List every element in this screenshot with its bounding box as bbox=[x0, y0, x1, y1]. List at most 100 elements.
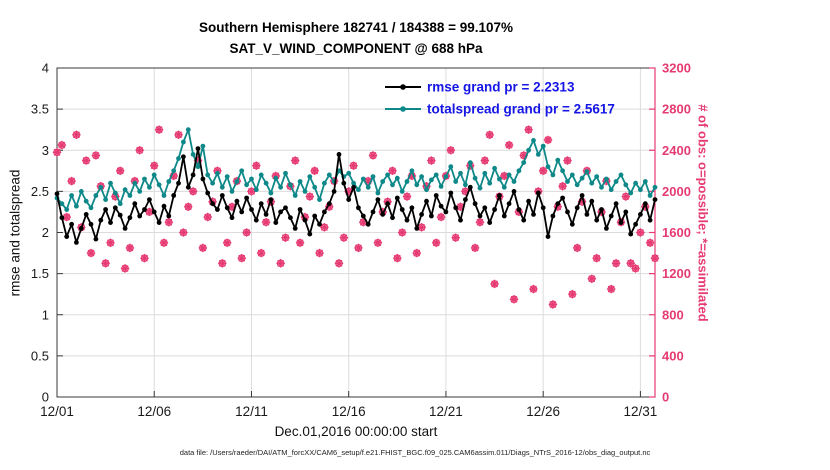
obs-assimilated-marker bbox=[621, 192, 631, 201]
totalspread-series-marker bbox=[365, 184, 371, 190]
totalspread-series-marker bbox=[555, 157, 561, 163]
x-axis-tick-label: 12/16 bbox=[332, 404, 366, 419]
obs-assimilated-marker bbox=[563, 156, 572, 165]
obs-assimilated-marker bbox=[159, 238, 169, 248]
rmse-series-marker bbox=[98, 217, 104, 223]
obs-assimilated-marker bbox=[577, 197, 587, 206]
rmse-series-marker bbox=[210, 201, 216, 207]
obs-assimilated-marker bbox=[237, 253, 247, 263]
obs-assimilated-marker bbox=[358, 217, 368, 227]
rmse-series-marker bbox=[638, 212, 643, 217]
obs-assimilated-marker bbox=[519, 151, 529, 160]
totalspread-series-marker bbox=[147, 184, 152, 190]
obs-assimilated-marker bbox=[422, 181, 431, 191]
x-axis-tick-label: 12/01 bbox=[40, 404, 74, 419]
obs-assimilated-marker bbox=[183, 202, 193, 212]
rmse-series-marker bbox=[652, 197, 658, 203]
left-axis-tick-label: 1 bbox=[42, 307, 49, 322]
totalspread-series-marker bbox=[433, 172, 439, 178]
totalspread-series-marker bbox=[103, 197, 108, 203]
totalspread-series-marker bbox=[501, 184, 507, 190]
right-axis-tick-label: 1600 bbox=[662, 225, 691, 240]
totalspread-series-marker bbox=[234, 179, 240, 184]
obs-assimilated-marker bbox=[349, 161, 358, 170]
obs-assimilated-marker bbox=[456, 202, 465, 212]
rmse-series-marker bbox=[390, 215, 395, 221]
right-axis-tick-label: 400 bbox=[662, 348, 684, 363]
rmse-series-marker bbox=[88, 221, 94, 227]
obs-assimilated-marker bbox=[543, 135, 553, 145]
totalspread-series-marker bbox=[288, 182, 293, 188]
rmse-series-marker bbox=[613, 201, 619, 207]
rmse-series-marker bbox=[647, 217, 653, 223]
totalspread-series-marker bbox=[409, 168, 415, 174]
obs-assimilated-marker bbox=[252, 161, 261, 170]
obs-assimilated-marker bbox=[499, 171, 509, 181]
totalspread-series-marker bbox=[516, 168, 522, 174]
obs-assimilated-marker bbox=[101, 259, 110, 268]
obs-assimilated-marker bbox=[611, 259, 621, 268]
rmse-series-marker bbox=[642, 201, 648, 207]
totalspread-series-marker bbox=[419, 174, 424, 180]
rmse-series-marker bbox=[142, 207, 147, 212]
rmse-series-marker bbox=[171, 193, 177, 198]
totalspread-series-marker bbox=[224, 174, 230, 180]
rmse-series-marker bbox=[594, 217, 600, 223]
totalspread-series-marker bbox=[565, 179, 570, 184]
rmse-series-marker bbox=[574, 205, 580, 211]
obs-assimilated-marker bbox=[407, 171, 417, 181]
totalspread-series-marker bbox=[312, 184, 318, 190]
obs-assimilated-marker bbox=[334, 259, 344, 268]
totalspread-series-marker bbox=[506, 172, 512, 178]
rmse-series-marker bbox=[117, 212, 123, 218]
totalspread-series-marker bbox=[151, 172, 157, 178]
obs-assimilated-marker bbox=[509, 295, 519, 304]
rmse-series-marker bbox=[346, 197, 352, 203]
rmse-series-marker bbox=[477, 213, 483, 219]
rmse-series-marker bbox=[83, 212, 89, 217]
left-axis-tick-label: 0 bbox=[42, 390, 49, 405]
rmse-series-marker bbox=[297, 207, 303, 212]
rmse-series-marker bbox=[501, 213, 507, 219]
totalspread-series-marker bbox=[132, 180, 138, 186]
totalspread-series-marker bbox=[181, 139, 186, 145]
obs-assimilated-marker bbox=[276, 259, 285, 268]
obs-assimilated-marker bbox=[475, 217, 485, 227]
totalspread-series-marker bbox=[574, 182, 580, 188]
obs-assimilated-marker bbox=[115, 166, 125, 176]
x-axis-label: Dec.01,2016 00:00:00 start bbox=[274, 424, 438, 439]
rmse-series-marker bbox=[112, 205, 118, 211]
obs-assimilated-marker bbox=[86, 248, 96, 258]
rmse-series-marker bbox=[336, 152, 342, 157]
rmse-series-marker bbox=[283, 205, 288, 211]
obs-assimilated-marker bbox=[106, 238, 115, 248]
totalspread-series-marker bbox=[511, 179, 517, 184]
totalspread-series-marker bbox=[317, 197, 322, 203]
left-axis-tick-label: 4 bbox=[42, 61, 49, 76]
rmse-series-marker bbox=[341, 180, 347, 186]
totalspread-series-marker bbox=[239, 168, 245, 174]
rmse-series-marker bbox=[511, 189, 517, 194]
obs-assimilated-marker bbox=[188, 187, 198, 196]
x-axis-tick-label: 12/26 bbox=[526, 404, 560, 419]
totalspread-series-marker bbox=[584, 169, 590, 175]
totalspread-series-marker bbox=[535, 152, 541, 157]
totalspread-series-marker bbox=[647, 193, 653, 198]
obs-assimilated-marker bbox=[227, 202, 237, 212]
right-axis-tick-label: 2400 bbox=[662, 143, 691, 158]
rmse-series-marker bbox=[351, 184, 356, 190]
rmse-series-marker bbox=[628, 231, 634, 237]
x-axis-tick-label: 12/06 bbox=[137, 404, 171, 419]
totalspread-series-marker bbox=[375, 190, 381, 196]
totalspread-series-marker bbox=[550, 172, 556, 178]
rmse-series-marker bbox=[190, 172, 196, 178]
obs-assimilated-marker bbox=[67, 176, 76, 186]
totalspread-series-marker bbox=[322, 180, 327, 186]
totalspread-series-marker bbox=[424, 187, 429, 193]
right-axis-tick-label: 3200 bbox=[662, 61, 691, 76]
obs-assimilated-marker bbox=[72, 130, 81, 140]
obs-assimilated-marker bbox=[242, 228, 251, 237]
x-axis-tick-label: 12/31 bbox=[624, 404, 658, 419]
rmse-series-marker bbox=[487, 220, 493, 226]
rmse-series-marker bbox=[127, 215, 133, 221]
